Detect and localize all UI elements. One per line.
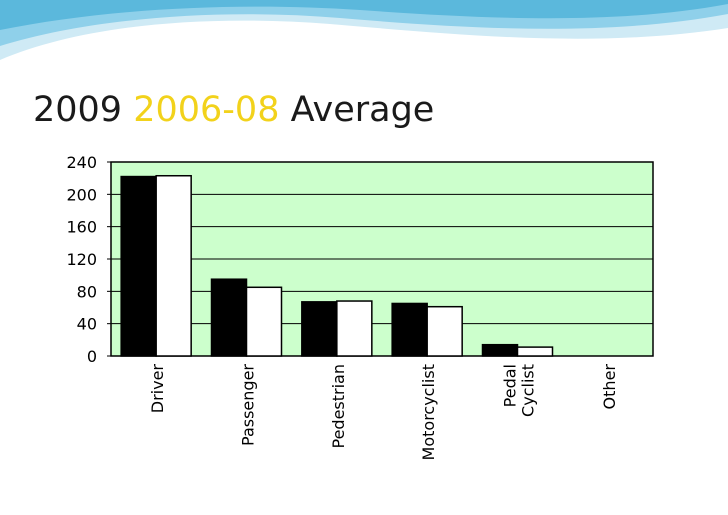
y-tick-label: 160 xyxy=(66,218,97,237)
x-tick-label: Pedestrian xyxy=(328,364,347,449)
bars xyxy=(110,161,654,357)
x-tick-label: Passenger xyxy=(238,364,257,446)
y-tick-label: 200 xyxy=(66,185,97,204)
x-tick-label: Motorcyclist xyxy=(419,364,438,460)
slide-title: 2009 2006-08 Average xyxy=(33,88,434,132)
x-tick-label: Other xyxy=(599,364,618,410)
bar xyxy=(155,174,192,357)
bar xyxy=(120,175,157,357)
bar xyxy=(245,286,283,357)
grid-lines xyxy=(111,161,653,357)
y-axis-ticks: 0 40 80 120 160 200 240 xyxy=(66,153,111,366)
y-tick-label: 120 xyxy=(66,250,97,269)
bar xyxy=(426,305,463,357)
y-tick-label: 240 xyxy=(66,153,97,172)
title-label: Average xyxy=(290,90,435,130)
bar xyxy=(336,300,373,357)
title-year: 2009 xyxy=(33,90,123,130)
title-range: 2006-08 xyxy=(133,90,280,130)
bar xyxy=(210,278,248,357)
x-tick-label: Driver xyxy=(148,364,167,414)
wave-band-dark xyxy=(0,0,728,30)
y-tick-label: 0 xyxy=(87,347,97,366)
x-tick-label: PedalCyclist xyxy=(500,364,537,417)
y-tick-label: 40 xyxy=(77,315,97,334)
bar xyxy=(301,301,338,357)
decorative-wave-header xyxy=(0,0,728,60)
bar xyxy=(516,346,554,357)
y-tick-label: 80 xyxy=(77,282,97,301)
x-axis-labels: Driver Passenger Pedestrian Motorcyclist Ped… xyxy=(148,364,619,461)
bar xyxy=(391,302,428,357)
bar xyxy=(481,343,519,357)
bar-chart: 0 40 80 120 160 200 240 Driver Passenger Pedestr… xyxy=(25,142,677,488)
